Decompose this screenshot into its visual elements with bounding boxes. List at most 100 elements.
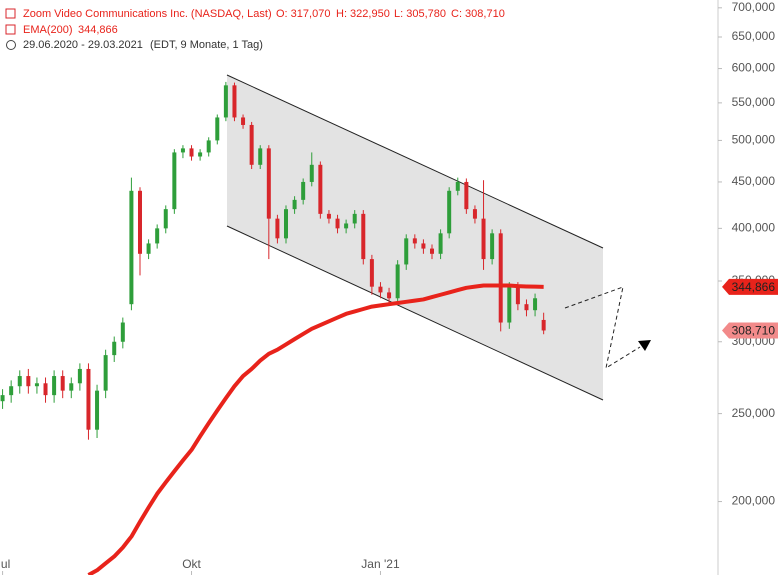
period: 29.06.2020 - 29.03.2021 — [23, 39, 143, 51]
candle-body — [223, 85, 228, 118]
candle-body — [163, 209, 168, 229]
candle-body — [86, 368, 91, 430]
candle-body — [335, 218, 340, 229]
candle-body — [198, 152, 203, 157]
candle-body — [95, 390, 100, 430]
candle-body — [258, 148, 263, 165]
ohlc-low: L: 305,780 — [394, 8, 446, 20]
icon — [5, 8, 16, 19]
candle-body — [26, 376, 31, 387]
y-tick-label: 450,000 — [732, 174, 776, 188]
candle-body — [412, 238, 417, 244]
candle-body — [352, 213, 357, 224]
candle-body — [498, 233, 503, 323]
candle-body — [189, 148, 194, 157]
instrument-title: Zoom Video Communications Inc. (NASDAQ, … — [23, 8, 272, 20]
candle-body — [232, 85, 237, 118]
candle-body — [172, 152, 177, 210]
candle-body — [206, 140, 211, 153]
ohlc-close: C: 308,710 — [451, 8, 505, 20]
candle-body — [344, 223, 349, 229]
candle-body — [275, 218, 280, 239]
candle-body — [395, 264, 400, 299]
candle-body — [481, 218, 486, 260]
candle-body — [292, 199, 297, 210]
candle-body — [421, 243, 426, 249]
candle-body — [361, 213, 366, 260]
candle-body — [515, 286, 520, 305]
legend-label: EMA(200) — [23, 24, 73, 36]
candle-body — [52, 376, 57, 396]
candle-body — [77, 368, 82, 384]
candle-body — [146, 243, 151, 254]
candle-body — [533, 298, 538, 311]
ema-line — [87, 283, 544, 575]
candle-body — [69, 383, 74, 391]
x-tick-label: Jan '21 — [361, 557, 400, 571]
arrow-head — [638, 340, 651, 351]
y-tick-label: 250,000 — [732, 406, 776, 420]
x-tick-label: Okt — [182, 557, 201, 571]
candle-body — [301, 181, 306, 200]
candle-body — [507, 286, 512, 323]
candle-body — [378, 286, 383, 293]
candle-body — [17, 376, 22, 387]
candle-body — [9, 386, 14, 396]
y-tick-label: 650,000 — [732, 29, 776, 43]
candle-body — [283, 209, 288, 239]
candle-body — [369, 259, 374, 287]
candle-body — [464, 181, 469, 210]
candle-body — [0, 395, 5, 402]
candle-body — [249, 124, 254, 165]
y-tick-label: 200,000 — [732, 494, 776, 508]
candle-body — [129, 190, 134, 305]
channel-upper — [226, 74, 604, 249]
last-value-box — [722, 278, 778, 295]
candle-body — [241, 117, 246, 125]
y-tick-label: 700,000 — [732, 0, 776, 14]
candle-body — [34, 383, 39, 387]
candle-body — [541, 319, 546, 331]
candle-body — [524, 304, 529, 311]
icon — [6, 40, 16, 50]
y-tick-label: 550,000 — [732, 95, 776, 109]
candle-body — [180, 148, 185, 153]
candle-body — [60, 376, 65, 391]
candle-body — [438, 233, 443, 254]
y-tick-label: 600,000 — [732, 61, 776, 75]
x-tick-label: Jul — [0, 557, 10, 571]
candle-body — [447, 190, 452, 234]
y-tick-label: 400,000 — [732, 221, 776, 235]
candle-body — [155, 228, 160, 244]
candle-body — [404, 238, 409, 265]
candle-body — [318, 164, 323, 214]
candle-body — [137, 190, 142, 254]
candle-body — [455, 181, 460, 191]
candle-body — [43, 383, 48, 396]
candle-body — [326, 213, 331, 219]
candle-body — [490, 233, 495, 260]
candle-body — [472, 209, 477, 219]
last-close-box — [722, 322, 778, 339]
ohlc-high: H: 322,950 — [336, 8, 390, 20]
projection-arrow — [564, 286, 641, 370]
last-value-label: 344,866 — [732, 280, 776, 294]
header: Zoom Video Communications Inc. (NASDAQ, … — [5, 8, 505, 51]
legend-value: 344,866 — [78, 24, 118, 36]
candle-body — [103, 355, 108, 391]
candle-body — [120, 322, 125, 342]
y-tick-label: 500,000 — [732, 133, 776, 147]
candle-body — [387, 292, 392, 299]
channel-lower — [226, 225, 604, 401]
candle-body — [430, 248, 435, 254]
candle-body — [112, 341, 117, 356]
candle-body — [266, 148, 271, 219]
candle-body — [215, 117, 220, 141]
icon — [5, 24, 16, 35]
period-note: (EDT, 9 Monate, 1 Tag) — [150, 39, 263, 51]
plot-area — [0, 81, 546, 575]
last-close-label: 308,710 — [732, 324, 776, 338]
ohlc-open: O: 317,070 — [276, 8, 330, 20]
candle-body — [309, 164, 314, 182]
